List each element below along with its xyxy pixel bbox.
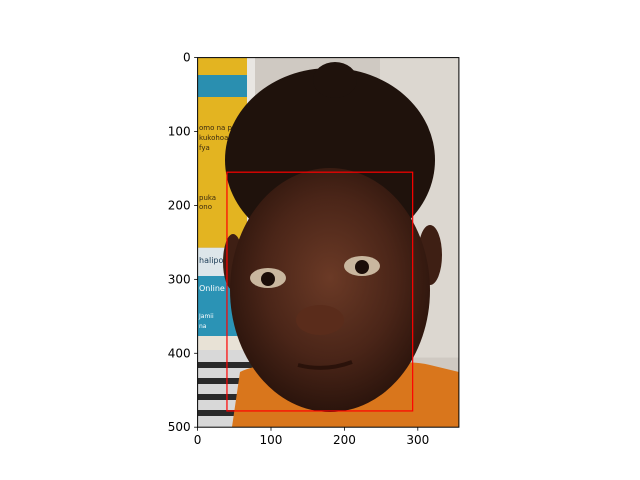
- poster-text-4: puka: [199, 194, 216, 202]
- mouth: [297, 360, 353, 370]
- y-axis: 0 100 200 300 400 500: [168, 51, 198, 434]
- x-axis: 0 100 200 300: [194, 427, 429, 447]
- poster-text-8: Jamii: [198, 313, 214, 320]
- y-tick-label: 400: [168, 346, 191, 360]
- face-bounding-box: [226, 171, 414, 412]
- poster-text-1: omo na pua: [199, 124, 241, 132]
- y-tick-label: 300: [168, 272, 191, 286]
- poster-text-9: na: [199, 323, 207, 330]
- y-tick-label: 200: [168, 198, 191, 212]
- y-tick-label: 0: [183, 51, 191, 65]
- poster-text-6: halipo: [199, 256, 223, 265]
- x-tick-label: 200: [333, 433, 356, 447]
- x-tick-label: 0: [194, 433, 202, 447]
- nose: [296, 305, 344, 335]
- poster-text-5: ono: [199, 203, 212, 211]
- poster-text-2: kukohoa na: [199, 134, 239, 142]
- x-tick-label: 100: [260, 433, 283, 447]
- y-tick-label: 500: [168, 420, 191, 434]
- poster-text-7: Online: [199, 284, 225, 293]
- poster-text-3: fya: [199, 144, 210, 152]
- photo-image: omo na pua kukohoa na fya puka ono halip…: [197, 57, 459, 428]
- axes-frame: [197, 57, 460, 428]
- face: [230, 168, 430, 412]
- y-tick-label: 100: [168, 125, 191, 139]
- x-tick-label: 300: [406, 433, 429, 447]
